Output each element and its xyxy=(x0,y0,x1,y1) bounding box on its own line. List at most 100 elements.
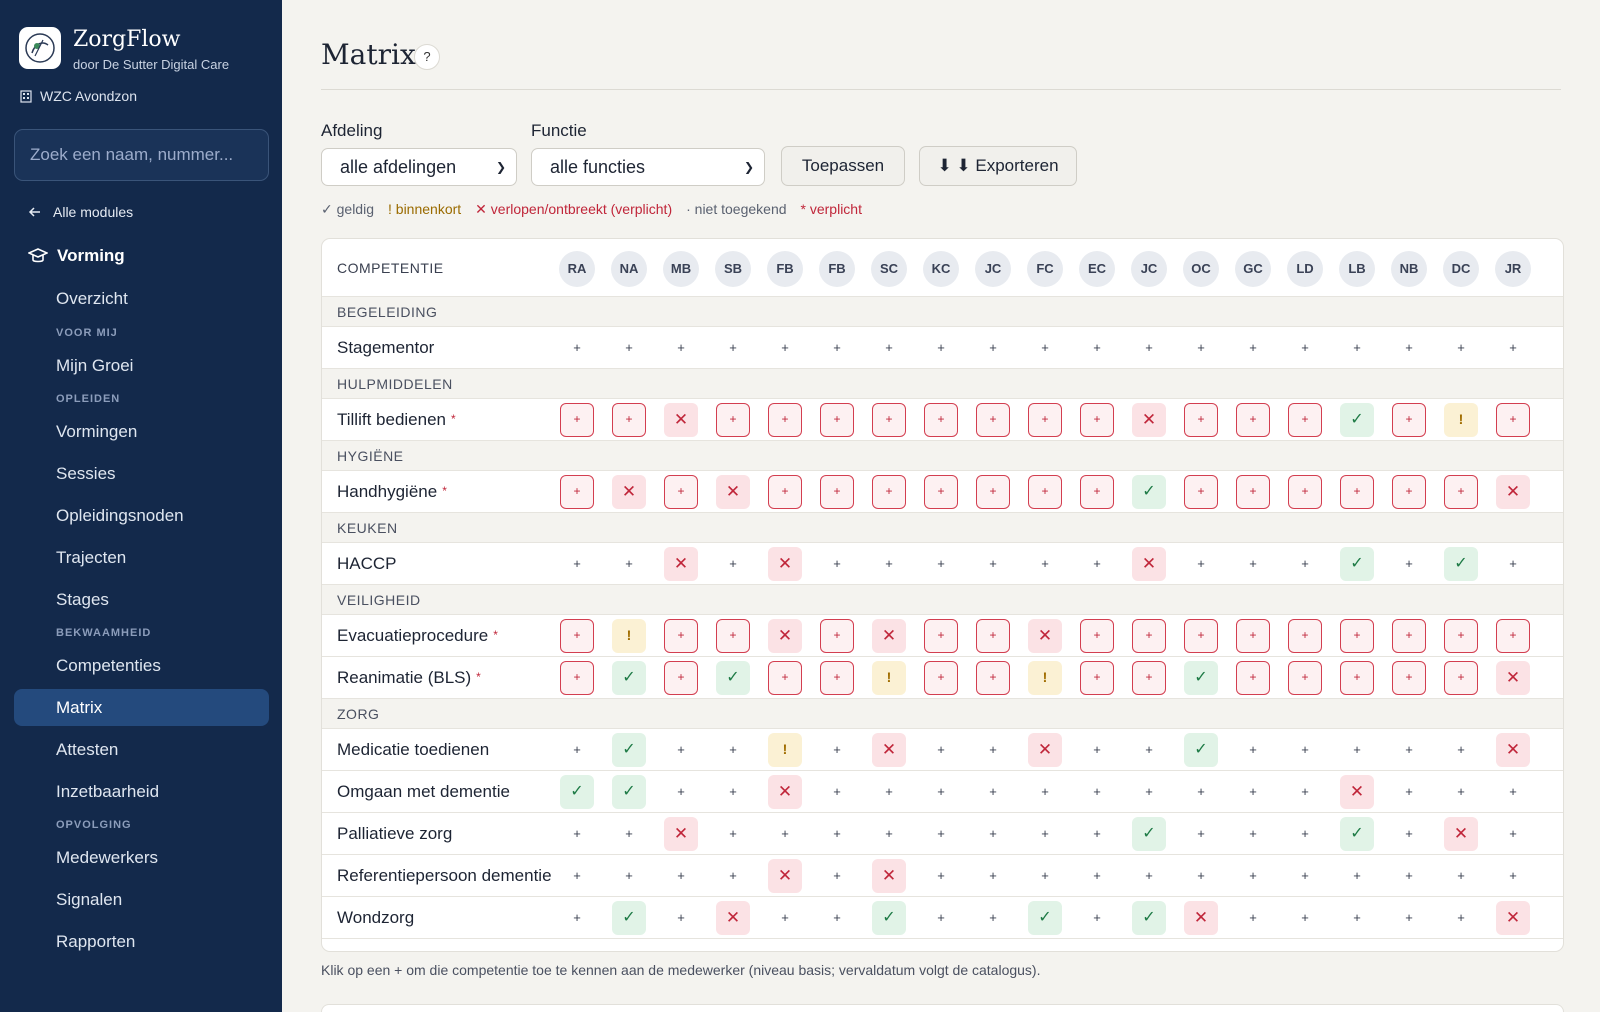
assign-plus-cell[interactable]: + xyxy=(1041,868,1049,883)
assign-plus-cell[interactable]: + xyxy=(1249,556,1257,571)
assign-plus-cell[interactable]: + xyxy=(1093,340,1101,355)
required-missing-cell[interactable]: + xyxy=(560,619,594,653)
assign-plus-cell[interactable]: + xyxy=(781,826,789,841)
functie-select[interactable]: alle functies ❯ xyxy=(531,148,765,186)
assign-plus-cell[interactable]: + xyxy=(1145,742,1153,757)
valid-cell[interactable]: ✓ xyxy=(1340,547,1374,581)
sidebar-item-vormingen[interactable]: Vormingen xyxy=(56,422,138,441)
expiring-soon-cell[interactable]: ! xyxy=(872,661,906,695)
expired-cell[interactable]: ✕ xyxy=(1132,403,1166,437)
expired-cell[interactable]: ✕ xyxy=(612,475,646,509)
sidebar-item-signalen[interactable]: Signalen xyxy=(56,890,123,909)
required-missing-cell[interactable]: + xyxy=(1288,475,1322,509)
expired-cell[interactable]: ✕ xyxy=(1444,817,1478,851)
assign-plus-cell[interactable]: + xyxy=(937,910,945,925)
assign-plus-cell[interactable]: + xyxy=(1405,556,1413,571)
assign-plus-cell[interactable]: + xyxy=(833,826,841,841)
sidebar-item-sessies[interactable]: Sessies xyxy=(56,464,116,483)
sidebar-item-matrix[interactable]: Matrix xyxy=(14,689,269,726)
expired-cell[interactable]: ✕ xyxy=(1496,475,1530,509)
required-missing-cell[interactable]: + xyxy=(976,475,1010,509)
assign-plus-cell[interactable]: + xyxy=(1249,340,1257,355)
required-missing-cell[interactable]: + xyxy=(924,661,958,695)
assign-plus-cell[interactable]: + xyxy=(989,556,997,571)
required-missing-cell[interactable]: + xyxy=(872,403,906,437)
employee-avatar[interactable]: EC xyxy=(1079,251,1115,287)
required-missing-cell[interactable]: + xyxy=(768,403,802,437)
assign-plus-cell[interactable]: + xyxy=(1301,826,1309,841)
assign-plus-cell[interactable]: + xyxy=(1093,784,1101,799)
required-missing-cell[interactable]: + xyxy=(664,475,698,509)
required-missing-cell[interactable]: + xyxy=(560,403,594,437)
assign-plus-cell[interactable]: + xyxy=(1041,826,1049,841)
assign-plus-cell[interactable]: + xyxy=(1301,868,1309,883)
valid-cell[interactable]: ✓ xyxy=(612,733,646,767)
required-missing-cell[interactable]: + xyxy=(1236,475,1270,509)
expired-cell[interactable]: ✕ xyxy=(664,547,698,581)
valid-cell[interactable]: ✓ xyxy=(1444,547,1478,581)
required-missing-cell[interactable]: + xyxy=(716,403,750,437)
assign-plus-cell[interactable]: + xyxy=(1041,340,1049,355)
assign-plus-cell[interactable]: + xyxy=(1509,784,1517,799)
valid-cell[interactable]: ✓ xyxy=(1132,475,1166,509)
assign-plus-cell[interactable]: + xyxy=(1457,868,1465,883)
expired-cell[interactable]: ✕ xyxy=(1496,661,1530,695)
sidebar-item-rapporten[interactable]: Rapporten xyxy=(56,932,136,951)
employee-avatar[interactable]: JC xyxy=(975,251,1011,287)
assign-plus-cell[interactable]: + xyxy=(1249,826,1257,841)
required-missing-cell[interactable]: + xyxy=(1288,661,1322,695)
required-missing-cell[interactable]: + xyxy=(1288,619,1322,653)
required-missing-cell[interactable]: + xyxy=(1340,661,1374,695)
required-missing-cell[interactable]: + xyxy=(560,475,594,509)
required-missing-cell[interactable]: + xyxy=(1496,619,1530,653)
assign-plus-cell[interactable]: + xyxy=(989,910,997,925)
assign-plus-cell[interactable]: + xyxy=(937,784,945,799)
required-missing-cell[interactable]: + xyxy=(1028,403,1062,437)
assign-plus-cell[interactable]: + xyxy=(833,742,841,757)
assign-plus-cell[interactable]: + xyxy=(1405,784,1413,799)
required-missing-cell[interactable]: + xyxy=(924,475,958,509)
assign-plus-cell[interactable]: + xyxy=(1457,784,1465,799)
assign-plus-cell[interactable]: + xyxy=(1353,742,1361,757)
employee-avatar[interactable]: DC xyxy=(1443,251,1479,287)
assign-plus-cell[interactable]: + xyxy=(1457,910,1465,925)
assign-plus-cell[interactable]: + xyxy=(625,826,633,841)
valid-cell[interactable]: ✓ xyxy=(560,775,594,809)
required-missing-cell[interactable]: + xyxy=(820,475,854,509)
assign-plus-cell[interactable]: + xyxy=(1197,340,1205,355)
required-missing-cell[interactable]: + xyxy=(1340,619,1374,653)
assign-plus-cell[interactable]: + xyxy=(937,826,945,841)
required-missing-cell[interactable]: + xyxy=(1340,475,1374,509)
required-missing-cell[interactable]: + xyxy=(924,403,958,437)
apply-button[interactable]: Toepassen xyxy=(781,146,905,186)
employee-avatar[interactable]: JC xyxy=(1131,251,1167,287)
employee-avatar[interactable]: FC xyxy=(1027,251,1063,287)
assign-plus-cell[interactable]: + xyxy=(1509,556,1517,571)
expired-cell[interactable]: ✕ xyxy=(716,475,750,509)
sidebar-item-opleidingsnoden[interactable]: Opleidingsnoden xyxy=(56,506,184,525)
sidebar-item-inzetbaarheid[interactable]: Inzetbaarheid xyxy=(56,782,160,801)
assign-plus-cell[interactable]: + xyxy=(833,340,841,355)
required-missing-cell[interactable]: + xyxy=(768,475,802,509)
sidebar-item-trajecten[interactable]: Trajecten xyxy=(56,548,127,567)
assign-plus-cell[interactable]: + xyxy=(677,910,685,925)
expired-cell[interactable]: ✕ xyxy=(1340,775,1374,809)
required-missing-cell[interactable]: + xyxy=(872,475,906,509)
required-missing-cell[interactable]: + xyxy=(976,403,1010,437)
valid-cell[interactable]: ✓ xyxy=(1028,901,1062,935)
assign-plus-cell[interactable]: + xyxy=(729,826,737,841)
assign-plus-cell[interactable]: + xyxy=(729,784,737,799)
employee-avatar[interactable]: FB xyxy=(767,251,803,287)
expired-cell[interactable]: ✕ xyxy=(1132,547,1166,581)
assign-plus-cell[interactable]: + xyxy=(1405,868,1413,883)
assign-plus-cell[interactable]: + xyxy=(833,556,841,571)
assign-plus-cell[interactable]: + xyxy=(937,868,945,883)
assign-plus-cell[interactable]: + xyxy=(1249,742,1257,757)
employee-avatar[interactable]: RA xyxy=(559,251,595,287)
assign-plus-cell[interactable]: + xyxy=(1093,556,1101,571)
employee-avatar[interactable]: KC xyxy=(923,251,959,287)
required-missing-cell[interactable]: + xyxy=(1392,403,1426,437)
required-missing-cell[interactable]: + xyxy=(664,619,698,653)
assign-plus-cell[interactable]: + xyxy=(833,868,841,883)
sidebar-item-medewerkers[interactable]: Medewerkers xyxy=(56,848,159,867)
